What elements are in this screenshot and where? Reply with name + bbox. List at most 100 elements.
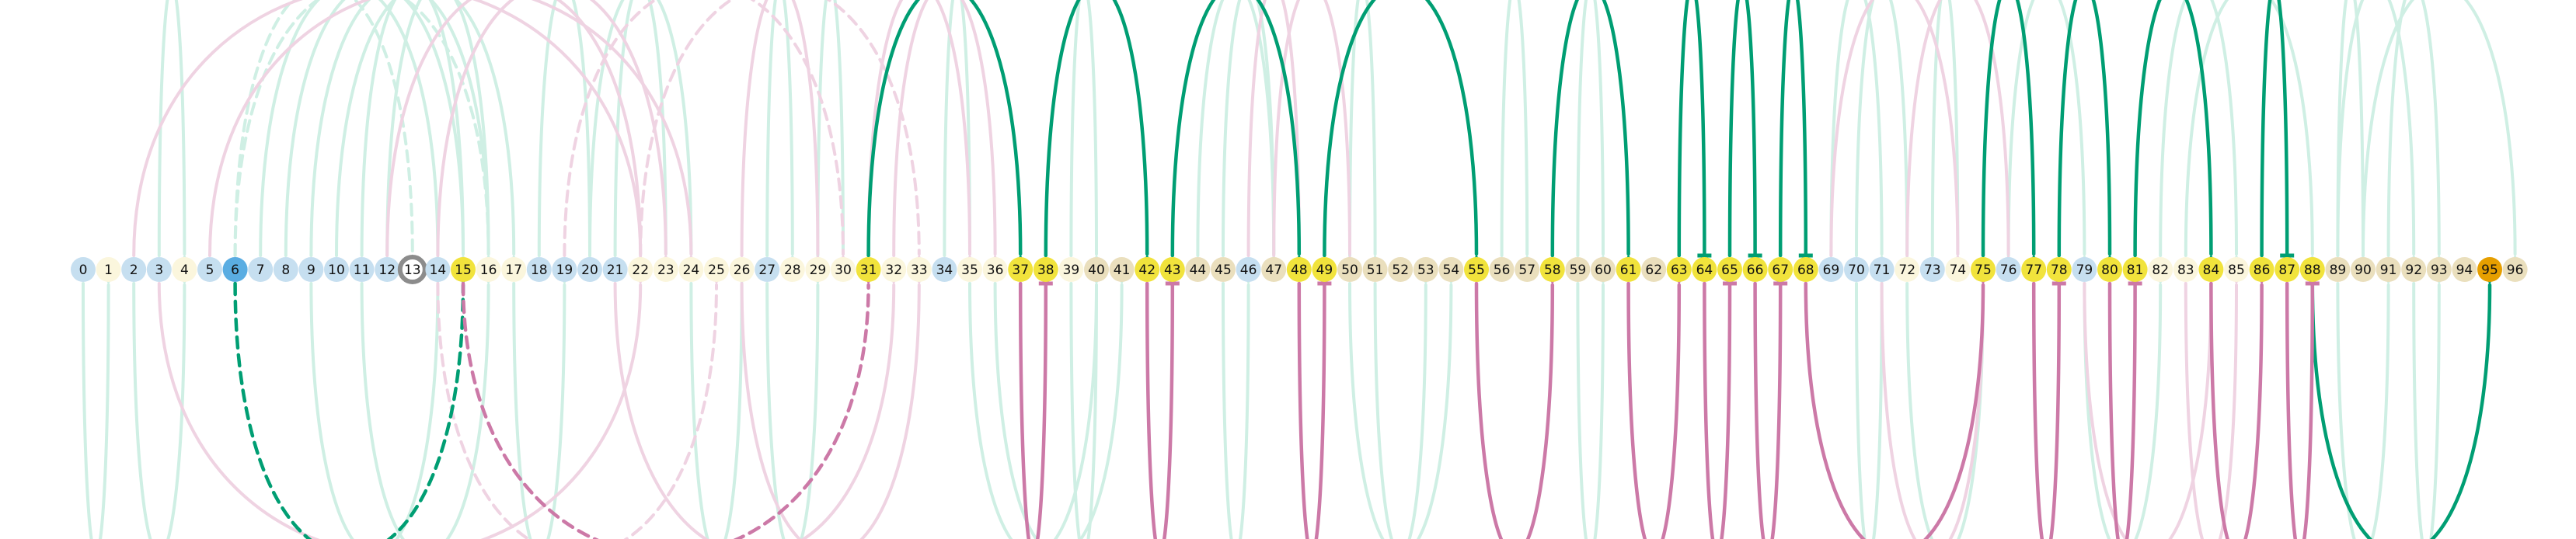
node-57[interactable]: 57 — [1515, 257, 1540, 282]
node-22[interactable]: 22 — [628, 257, 654, 282]
node-56[interactable]: 56 — [1489, 257, 1515, 282]
node-29[interactable]: 29 — [805, 257, 831, 282]
node-36[interactable]: 36 — [982, 257, 1008, 282]
node-74[interactable]: 74 — [1945, 257, 1971, 282]
node-70[interactable]: 70 — [1844, 257, 1869, 282]
node-label: 26 — [734, 263, 751, 278]
node-20[interactable]: 20 — [577, 257, 602, 282]
node-50[interactable]: 50 — [1337, 257, 1362, 282]
node-91[interactable]: 91 — [2376, 257, 2401, 282]
node-27[interactable]: 27 — [755, 257, 780, 282]
node-10[interactable]: 10 — [324, 257, 349, 282]
node-6[interactable]: 6 — [222, 257, 248, 282]
node-88[interactable]: 88 — [2299, 257, 2325, 282]
node-19[interactable]: 19 — [552, 257, 577, 282]
node-35[interactable]: 35 — [957, 257, 982, 282]
node-0[interactable]: 0 — [71, 257, 96, 282]
node-95[interactable]: 95 — [2477, 257, 2502, 282]
node-75[interactable]: 75 — [1971, 257, 1996, 282]
node-54[interactable]: 54 — [1438, 257, 1464, 282]
node-82[interactable]: 82 — [2148, 257, 2173, 282]
node-7[interactable]: 7 — [248, 257, 274, 282]
node-59[interactable]: 59 — [1565, 257, 1591, 282]
node-81[interactable]: 81 — [2122, 257, 2148, 282]
node-11[interactable]: 11 — [349, 257, 375, 282]
node-44[interactable]: 44 — [1185, 257, 1211, 282]
node-62[interactable]: 62 — [1641, 257, 1667, 282]
node-40[interactable]: 40 — [1084, 257, 1109, 282]
node-73[interactable]: 73 — [1919, 257, 1945, 282]
node-58[interactable]: 58 — [1539, 257, 1565, 282]
node-63[interactable]: 63 — [1666, 257, 1692, 282]
node-2[interactable]: 2 — [121, 257, 147, 282]
node-90[interactable]: 90 — [2351, 257, 2376, 282]
node-5[interactable]: 5 — [197, 257, 222, 282]
node-30[interactable]: 30 — [831, 257, 856, 282]
node-79[interactable]: 79 — [2072, 257, 2097, 282]
node-18[interactable]: 18 — [526, 257, 552, 282]
node-23[interactable]: 23 — [653, 257, 678, 282]
node-25[interactable]: 25 — [704, 257, 729, 282]
node-68[interactable]: 68 — [1793, 257, 1818, 282]
node-80[interactable]: 80 — [2097, 257, 2122, 282]
node-24[interactable]: 24 — [678, 257, 704, 282]
node-9[interactable]: 9 — [298, 257, 324, 282]
node-33[interactable]: 33 — [906, 257, 932, 282]
node-48[interactable]: 48 — [1286, 257, 1312, 282]
node-28[interactable]: 28 — [779, 257, 805, 282]
node-71[interactable]: 71 — [1869, 257, 1895, 282]
node-94[interactable]: 94 — [2452, 257, 2477, 282]
node-41[interactable]: 41 — [1109, 257, 1135, 282]
node-65[interactable]: 65 — [1717, 257, 1742, 282]
node-14[interactable]: 14 — [425, 257, 451, 282]
node-61[interactable]: 61 — [1616, 257, 1641, 282]
node-85[interactable]: 85 — [2224, 257, 2249, 282]
node-64[interactable]: 64 — [1692, 257, 1717, 282]
node-12[interactable]: 12 — [375, 257, 400, 282]
node-38[interactable]: 38 — [1033, 257, 1058, 282]
node-51[interactable]: 51 — [1362, 257, 1388, 282]
node-55[interactable]: 55 — [1464, 257, 1489, 282]
node-76[interactable]: 76 — [1996, 257, 2021, 282]
node-78[interactable]: 78 — [2046, 257, 2072, 282]
node-15[interactable]: 15 — [451, 257, 476, 282]
node-circle — [1211, 257, 1236, 282]
node-77[interactable]: 77 — [2021, 257, 2047, 282]
node-92[interactable]: 92 — [2401, 257, 2427, 282]
node-83[interactable]: 83 — [2173, 257, 2198, 282]
node-53[interactable]: 53 — [1413, 257, 1438, 282]
node-52[interactable]: 52 — [1388, 257, 1413, 282]
node-43[interactable]: 43 — [1159, 257, 1185, 282]
node-45[interactable]: 45 — [1211, 257, 1236, 282]
node-39[interactable]: 39 — [1058, 257, 1084, 282]
node-69[interactable]: 69 — [1818, 257, 1844, 282]
node-72[interactable]: 72 — [1895, 257, 1920, 282]
node-16[interactable]: 16 — [476, 257, 501, 282]
node-4[interactable]: 4 — [172, 257, 197, 282]
node-42[interactable]: 42 — [1135, 257, 1160, 282]
node-67[interactable]: 67 — [1768, 257, 1793, 282]
node-34[interactable]: 34 — [932, 257, 957, 282]
node-66[interactable]: 66 — [1742, 257, 1768, 282]
node-87[interactable]: 87 — [2274, 257, 2300, 282]
node-1[interactable]: 1 — [96, 257, 121, 282]
node-49[interactable]: 49 — [1312, 257, 1337, 282]
node-32[interactable]: 32 — [881, 257, 907, 282]
node-17[interactable]: 17 — [501, 257, 527, 282]
node-47[interactable]: 47 — [1261, 257, 1287, 282]
node-21[interactable]: 21 — [602, 257, 628, 282]
node-3[interactable]: 3 — [146, 257, 172, 282]
node-26[interactable]: 26 — [729, 257, 755, 282]
node-96[interactable]: 96 — [2502, 257, 2528, 282]
node-13[interactable]: 13 — [397, 255, 427, 284]
node-86[interactable]: 86 — [2249, 257, 2274, 282]
node-circle — [172, 257, 197, 282]
node-37[interactable]: 37 — [1008, 257, 1034, 282]
node-8[interactable]: 8 — [273, 257, 298, 282]
node-60[interactable]: 60 — [1591, 257, 1616, 282]
node-93[interactable]: 93 — [2426, 257, 2452, 282]
node-84[interactable]: 84 — [2198, 257, 2224, 282]
node-46[interactable]: 46 — [1236, 257, 1261, 282]
node-31[interactable]: 31 — [856, 257, 881, 282]
node-89[interactable]: 89 — [2325, 257, 2351, 282]
